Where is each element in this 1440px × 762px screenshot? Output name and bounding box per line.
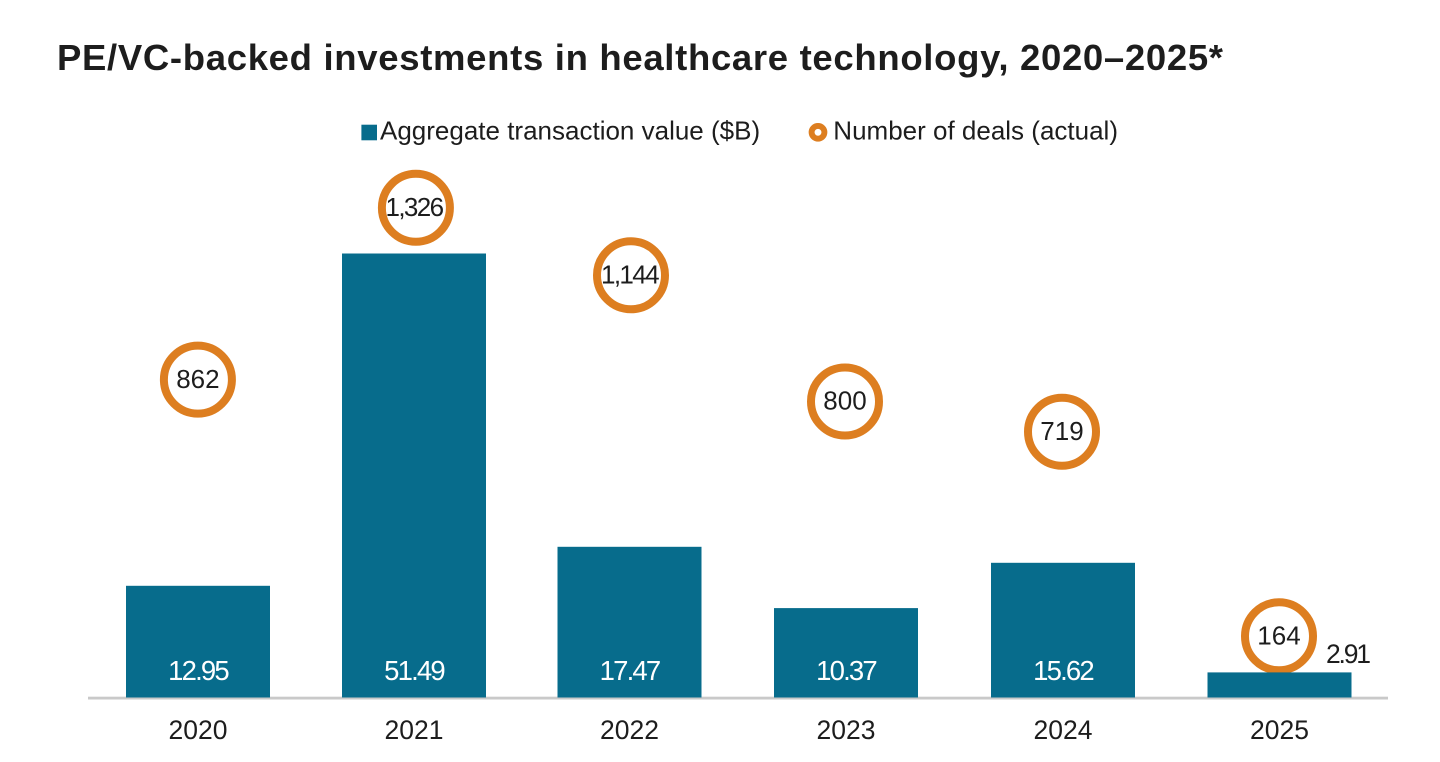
svg-text:15.62: 15.62 — [1033, 655, 1093, 686]
svg-text:2.91: 2.91 — [1326, 639, 1370, 669]
svg-text:719: 719 — [1040, 416, 1083, 446]
svg-text:Aggregate transaction value ($: Aggregate transaction value ($B) — [380, 116, 760, 146]
svg-text:2021: 2021 — [385, 715, 444, 745]
svg-text:1,326: 1,326 — [385, 192, 443, 222]
svg-text:2025: 2025 — [1250, 715, 1309, 745]
svg-text:1,144: 1,144 — [601, 260, 659, 290]
svg-text:2023: 2023 — [817, 715, 876, 745]
svg-text:PE/VC-backed investments in he: PE/VC-backed investments in healthcare t… — [57, 37, 1224, 78]
svg-text:800: 800 — [823, 386, 866, 416]
svg-text:51.49: 51.49 — [384, 655, 444, 686]
svg-text:862: 862 — [176, 364, 219, 394]
svg-text:164: 164 — [1257, 621, 1300, 651]
svg-text:Number of deals (actual): Number of deals (actual) — [833, 116, 1118, 146]
svg-text:17.47: 17.47 — [600, 655, 660, 686]
svg-text:2020: 2020 — [169, 715, 228, 745]
svg-text:2022: 2022 — [600, 715, 659, 745]
svg-text:2024: 2024 — [1034, 715, 1093, 745]
svg-text:12.95: 12.95 — [168, 655, 229, 686]
svg-text:10.37: 10.37 — [816, 655, 876, 686]
